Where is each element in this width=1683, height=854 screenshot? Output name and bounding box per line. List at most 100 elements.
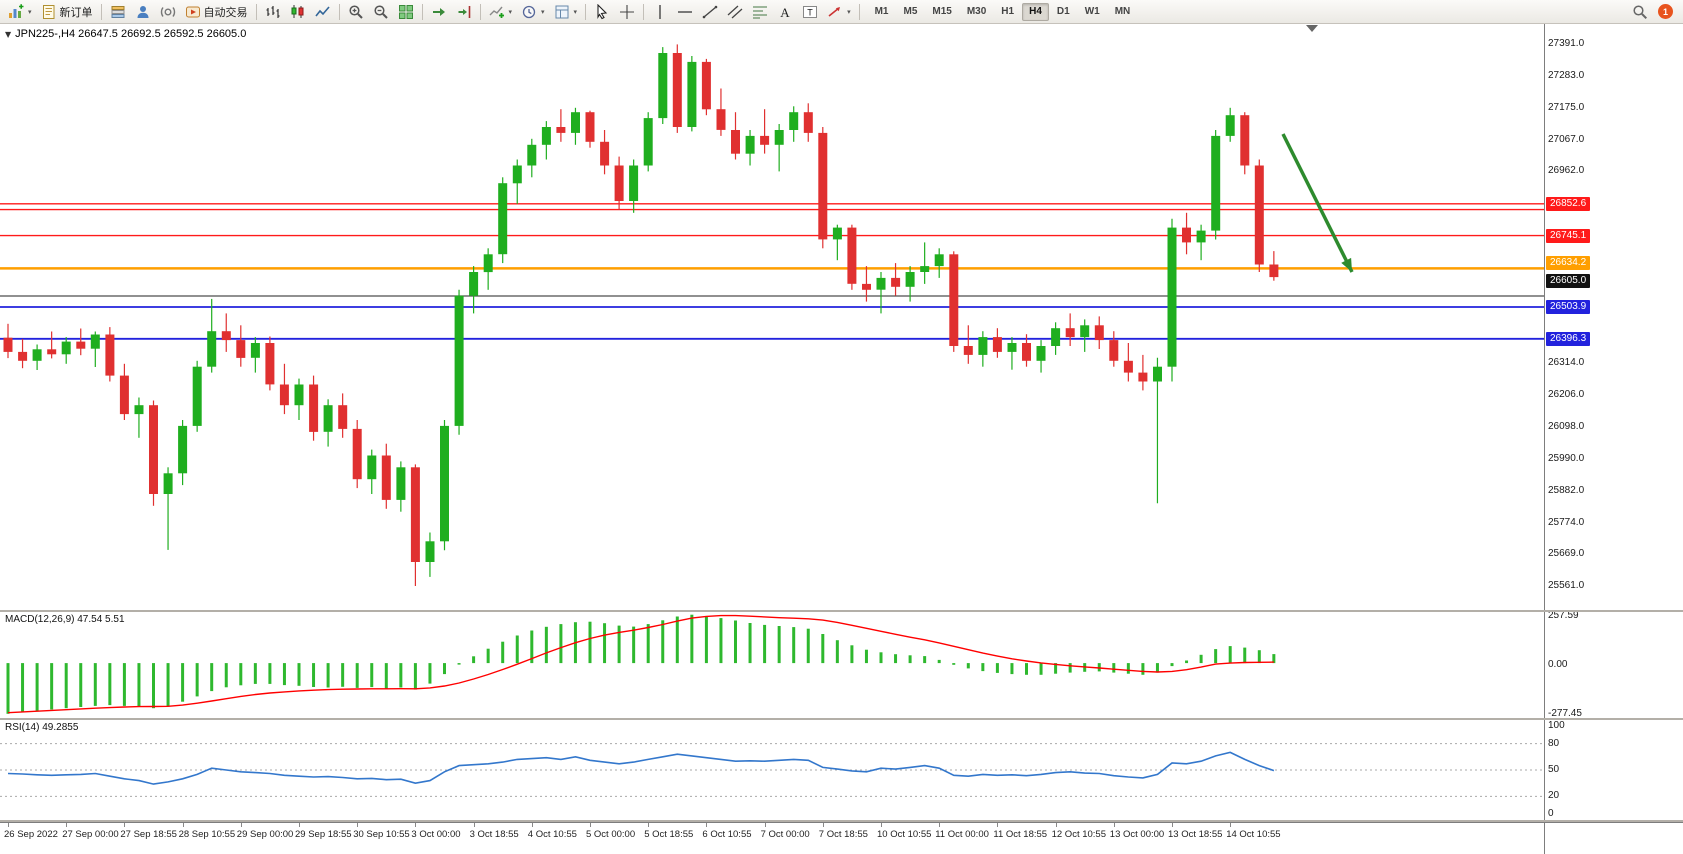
candle [309,384,319,432]
macd-panel[interactable] [0,612,1544,718]
trendline-button[interactable] [698,2,722,22]
bar-chart-button[interactable] [261,2,285,22]
candle [178,425,188,474]
tf-button-w1[interactable]: W1 [1084,6,1100,17]
candle [818,132,828,240]
candle [338,405,348,429]
toolbar-separator [100,3,102,20]
price-axis-label: 25882.0 [1548,485,1585,496]
chart-shift-marker[interactable] [1306,25,1318,32]
one-click-trading-toggle[interactable]: ▼ [5,29,12,39]
macd-chart[interactable] [0,612,1544,718]
arrows-button[interactable]: ▾ [823,2,855,22]
rsi-chart[interactable] [0,720,1544,820]
toolbar-separator [585,3,587,20]
tf-button-h1[interactable]: H1 [1001,6,1015,17]
price-axis-label: 26206.0 [1548,389,1585,400]
horizontal-line-button[interactable] [673,2,697,22]
candle [658,53,668,119]
zoom-in-button[interactable] [344,2,368,22]
candle [221,331,231,341]
time-tick [299,823,300,827]
notification-badge[interactable]: 1 [1658,4,1673,19]
rsi-panel[interactable] [0,720,1544,820]
macd-axis-label: -277.45 [1548,708,1582,719]
price-chart-panel[interactable] [0,24,1544,610]
chevron-down-icon: ▾ [508,7,513,16]
time-label: 26 Sep 2022 [4,829,58,840]
candle [425,541,435,562]
candle [1240,115,1250,166]
channel-button[interactable] [723,2,747,22]
candle [18,351,28,361]
shift-icon [458,5,470,18]
data-window-button[interactable] [156,2,180,22]
time-label: 11 Oct 18:55 [993,829,1048,840]
candle [149,405,158,494]
label-button[interactable]: T [798,2,822,22]
rsi-label: RSI(14) 49.2855 [5,722,79,733]
candle [629,165,639,201]
cursor-icon [597,3,608,19]
arrowsdd-icon [828,6,841,17]
candle [745,135,755,154]
tf-button-m5[interactable]: M5 [903,6,918,17]
panel-separator[interactable] [0,718,1683,720]
crosshair-button[interactable] [615,2,639,22]
price-chart[interactable] [0,24,1544,610]
vertical-line-button[interactable] [648,2,672,22]
candle [614,165,624,201]
price-axis[interactable]: 27391.0 27283.0 27175.0 27067.0 26962.0 26314… [1545,24,1683,854]
toolbar-separator [255,3,257,20]
search-button[interactable] [1628,2,1652,22]
zoom-out-button[interactable] [369,2,393,22]
candle [1196,230,1206,243]
indicators-button[interactable]: ▾ [485,2,517,22]
candle [672,53,682,127]
time-tick [415,823,417,827]
price-axis-label: 25561.0 [1548,580,1585,591]
chart-shift-button[interactable] [452,2,476,22]
tf-button-h4[interactable]: H4 [1022,2,1049,21]
templates-button[interactable]: ▾ [550,2,582,22]
tf-button-d1[interactable]: D1 [1056,6,1070,17]
candlestick-chart-button[interactable] [286,2,310,22]
line-price-tag: 26745.1 [1546,229,1591,243]
tile-windows-button[interactable] [394,2,418,22]
line-chart-button[interactable] [311,2,335,22]
tf-button-m15[interactable]: M15 [932,6,952,17]
person-icon [137,5,149,18]
time-tick [473,823,475,827]
candleicon-icon [291,4,304,18]
candle [1065,328,1075,338]
textA-icon: A [780,5,790,20]
market-watch-button[interactable] [131,2,155,22]
profiles-button[interactable] [106,2,130,22]
time-tick [648,823,650,827]
tf-button-mn[interactable]: MN [1114,6,1131,17]
candle [585,112,595,142]
price-axis-label: 27283.0 [1548,70,1585,81]
candle [192,366,202,426]
auto-trading-button[interactable]: 自动交易 [181,2,252,22]
auto-scroll-button[interactable] [427,2,451,22]
tf-button-m30[interactable]: M30 [966,6,987,17]
new-order-button[interactable]: 新订单 [37,2,97,22]
indicator-icon [489,6,504,18]
panel-separator[interactable] [0,610,1683,612]
text-button[interactable]: A [773,2,797,22]
new-chart-button[interactable]: ▾ [4,2,36,22]
candle [47,349,57,355]
fibonacci-button[interactable] [748,2,772,22]
trend-arrow[interactable] [1281,133,1354,273]
candle [498,183,508,255]
panel-separator[interactable] [0,820,1683,822]
cursor-button[interactable] [590,2,614,22]
time-tick [822,823,824,827]
candle [716,109,726,130]
time-axis[interactable]: 26 Sep 2022 27 Sep 00:00 27 Sep 18:55 28 Se… [0,822,1683,854]
periods-button[interactable]: ▾ [517,2,549,22]
tf-button-m1[interactable]: M1 [874,6,889,17]
time-label: 28 Sep 10:55 [178,829,236,840]
trend-arrow-head [1341,257,1352,272]
